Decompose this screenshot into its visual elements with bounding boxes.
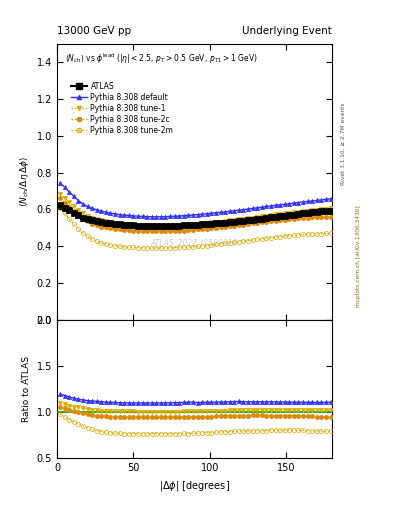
Y-axis label: Ratio to ATLAS: Ratio to ATLAS bbox=[22, 356, 31, 422]
Text: $\langle N_{\rm ch}\rangle$ vs $\phi^{\rm lead}$ ($|\eta|<2.5,\,p_T>0.5$ GeV$,\,: $\langle N_{\rm ch}\rangle$ vs $\phi^{\r… bbox=[65, 52, 258, 66]
X-axis label: $|\Delta\phi|$ [degrees]: $|\Delta\phi|$ [degrees] bbox=[159, 479, 230, 493]
Text: 13000 GeV pp: 13000 GeV pp bbox=[57, 26, 131, 36]
Text: Rivet 3.1.10, ≥ 2.7M events: Rivet 3.1.10, ≥ 2.7M events bbox=[341, 102, 346, 185]
Text: mcplots.cern.ch [arXiv:1306.3436]: mcplots.cern.ch [arXiv:1306.3436] bbox=[356, 205, 361, 307]
Text: ATLAS_2017_I1509919: ATLAS_2017_I1509919 bbox=[151, 238, 238, 247]
Y-axis label: $\langle N_{\rm ch}/\Delta\eta\,\Delta\phi\rangle$: $\langle N_{\rm ch}/\Delta\eta\,\Delta\p… bbox=[18, 156, 31, 207]
Text: Underlying Event: Underlying Event bbox=[242, 26, 332, 36]
Legend: ATLAS, Pythia 8.308 default, Pythia 8.308 tune-1, Pythia 8.308 tune-2c, Pythia 8: ATLAS, Pythia 8.308 default, Pythia 8.30… bbox=[69, 80, 175, 136]
